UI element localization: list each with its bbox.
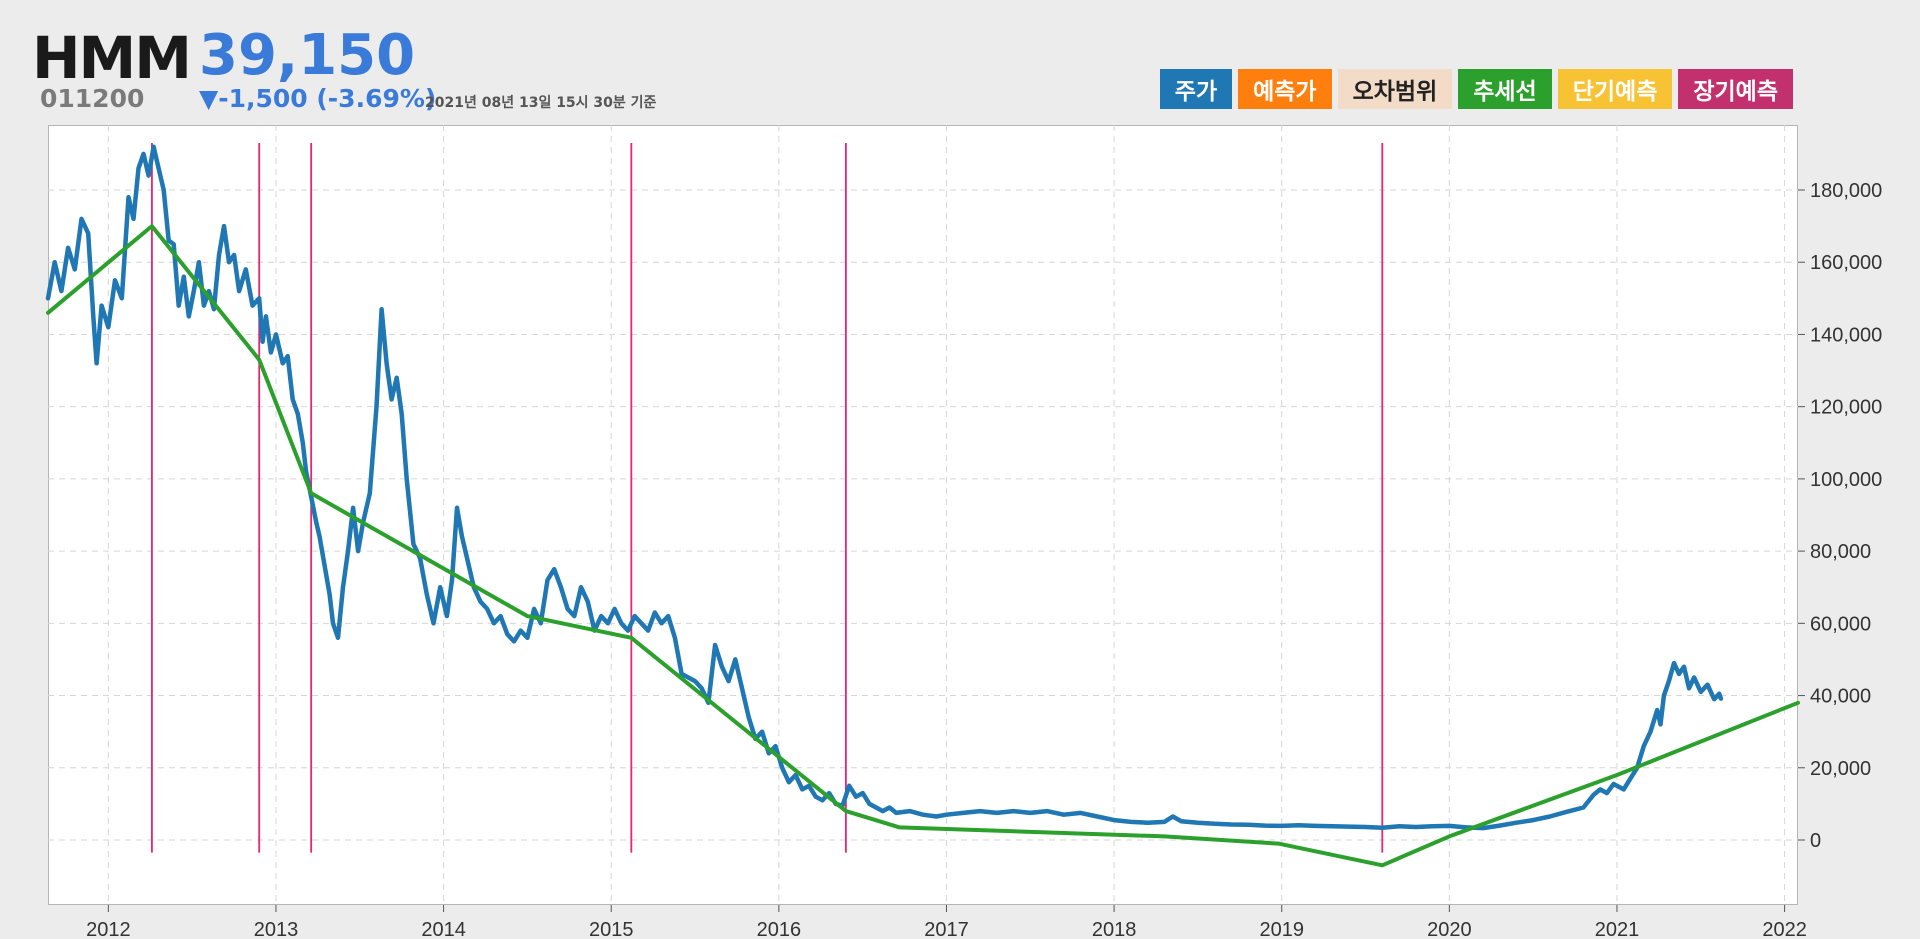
y-tick-label: 120,000 [1810,397,1882,419]
stock-code: 011200 [40,84,145,113]
legend-price-button[interactable]: 주가 [1159,69,1233,109]
price-series-line [45,144,1724,831]
trend-series-line [46,224,1800,868]
x-tick-label: 2017 [924,919,969,939]
legend-error-range-button[interactable]: 오차범위 [1337,69,1453,109]
y-tick-label: 80,000 [1810,541,1871,563]
x-tick-label: 2012 [86,919,131,939]
legend-trendline-button[interactable]: 추세선 [1458,69,1552,109]
y-tick-label: 20,000 [1810,758,1871,780]
x-tick-label: 2022 [1762,919,1807,939]
price-change: ▼-1,500 (-3.69%) [199,84,437,113]
y-tick-label: 60,000 [1810,613,1871,635]
y-tick-label: 100,000 [1810,469,1882,491]
x-tick-label: 2014 [421,919,466,939]
y-tick-label: 0 [1810,830,1821,852]
legend-forecast-button[interactable]: 예측가 [1238,69,1332,109]
legend-short-term-button[interactable]: 단기예측 [1557,69,1673,109]
x-tick-label: 2013 [254,919,299,939]
x-tick-label: 2019 [1259,919,1304,939]
current-price: 39,150 [199,23,416,88]
y-tick-label: 160,000 [1810,252,1882,274]
x-tick-label: 2015 [589,919,634,939]
x-tick-label: 2021 [1595,919,1640,939]
x-tick-label: 2020 [1427,919,1472,939]
legend-toggle-bar: 주가 예측가 오차범위 추세선 단기예측 장기예측 [1159,69,1793,109]
stock-name: HMM [32,24,192,92]
as-of-timestamp: 2021년 08년 13일 15시 30분 기준 [425,95,657,111]
plot-area [48,125,1798,905]
y-tick-label: 180,000 [1810,180,1882,202]
x-tick-label: 2018 [1092,919,1137,939]
y-tick-label: 140,000 [1810,324,1882,346]
legend-long-term-button[interactable]: 장기예측 [1678,69,1793,109]
x-tick-label: 2016 [757,919,802,939]
y-tick-label: 40,000 [1810,686,1871,708]
